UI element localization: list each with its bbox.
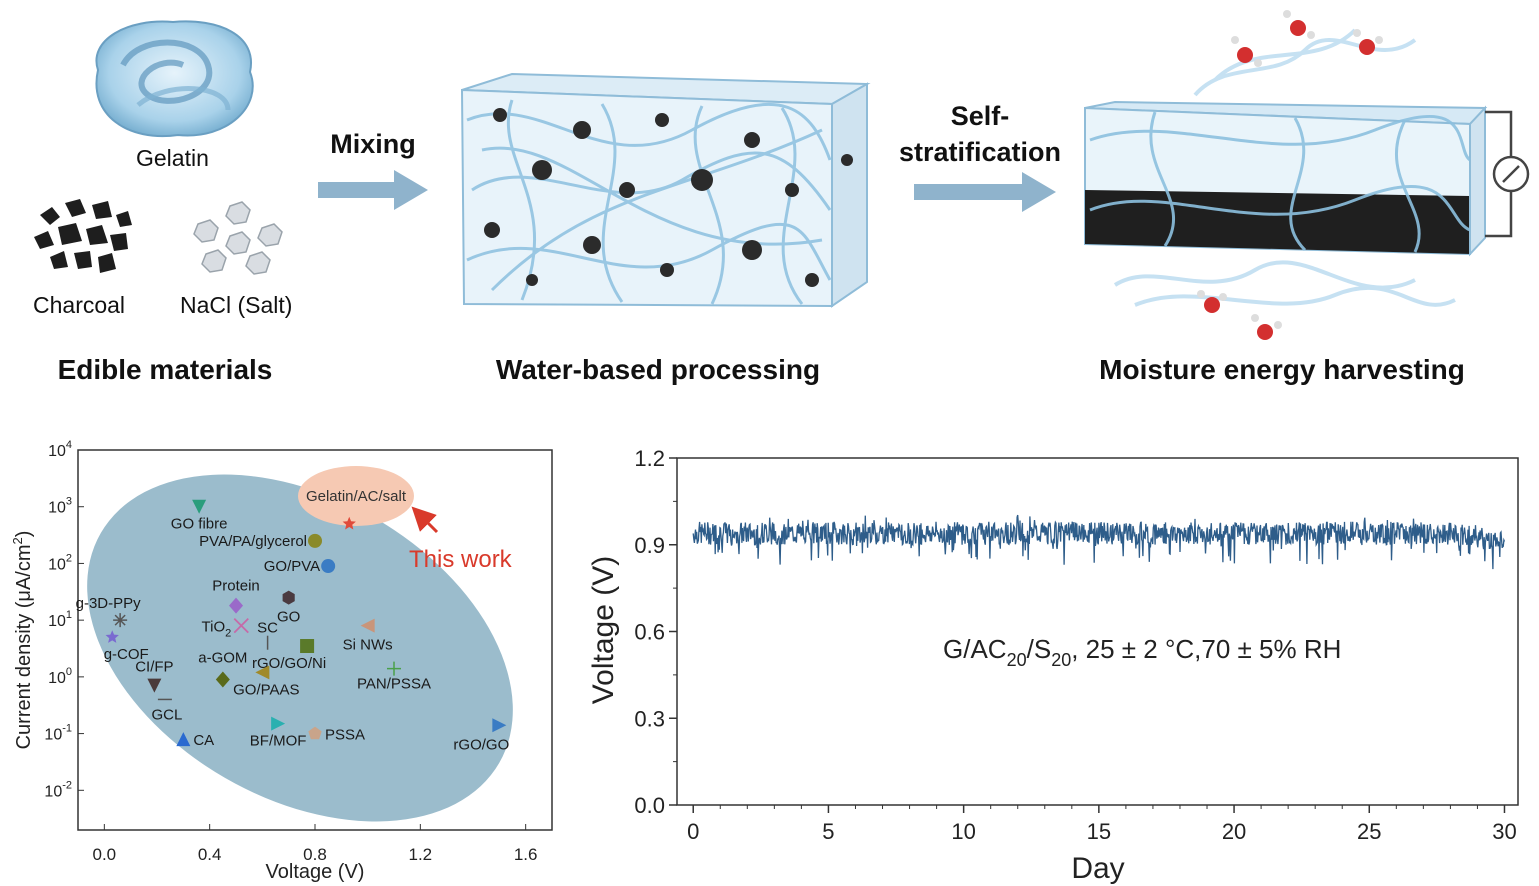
y-tick-label: 10-1 <box>44 723 72 744</box>
stratification-arrow-icon <box>914 172 1056 212</box>
edible-materials-caption: Edible materials <box>57 354 273 385</box>
y-tick-label: 103 <box>48 496 72 517</box>
point-label: rGO/GO <box>453 736 509 753</box>
voltage-stability-line-chart: 0 5 10 15 20 25 30 0.0 0.3 0.6 0.9 1.2 Day Voltage (V… <box>587 446 1519 885</box>
x-tick-label: 20 <box>1222 819 1246 844</box>
mixing-label: Mixing <box>330 129 416 159</box>
line-frame <box>676 457 1519 806</box>
self-stratification-label: Self- stratification <box>880 98 1080 170</box>
x-tick-label: 0 <box>687 819 699 844</box>
point-label: BF/MOF <box>250 733 307 750</box>
point-label: TiO2 <box>202 619 232 640</box>
x-tick-label: 5 <box>822 819 834 844</box>
point-go <box>282 590 295 605</box>
point-label: GO/PAAS <box>233 681 299 698</box>
y-tick-label: 1.2 <box>634 446 665 471</box>
top-illustration: Gelatin Charcoal NaCl (Salt) Edibl <box>0 0 1539 400</box>
x-tick-label: 1.2 <box>409 845 433 864</box>
this-work-highlight <box>298 466 414 526</box>
hydrogel-block-illustration <box>460 72 871 308</box>
x-axis-label: Voltage (V) <box>266 861 365 883</box>
point-ci-fp <box>147 678 162 693</box>
point-label: Si NWs <box>343 637 393 654</box>
point-ca <box>176 732 191 747</box>
point-label: GO <box>277 609 300 626</box>
point-label: GO/PVA <box>264 558 320 575</box>
y-tick-label: 10-2 <box>44 779 72 800</box>
this-work-annotation: This work <box>409 546 513 573</box>
point-label: GCL <box>151 706 182 723</box>
highlight-label: Gelatin/AC/salt <box>306 488 407 505</box>
x-tick-label: 0.4 <box>198 845 222 864</box>
y-tick-label: 0.3 <box>634 706 665 731</box>
charcoal-illustration <box>34 199 132 273</box>
y-tick-label: 100 <box>48 666 72 687</box>
data-region-ellipse <box>87 474 513 822</box>
point-label: PVA/PA/glycerol <box>199 533 307 550</box>
voltage-series-line <box>692 514 1506 570</box>
point-bf-mof <box>271 716 286 731</box>
point-label: SC <box>257 620 278 637</box>
point-pva-pa-glycerol <box>308 533 322 548</box>
x-tick-label: 15 <box>1087 819 1111 844</box>
point-protein <box>229 597 243 614</box>
point-pssa <box>308 726 322 740</box>
this-work-arrow-icon <box>411 506 439 534</box>
y-tick-label: 0.6 <box>634 620 665 645</box>
processing-caption: Water-based processing <box>495 354 821 385</box>
point-go-fibre <box>192 499 207 514</box>
x-tick-label: 30 <box>1492 819 1516 844</box>
point-label: CI/FP <box>135 659 173 676</box>
x-tick-label: 0.8 <box>303 845 327 864</box>
point-label: rGO/GO/Ni <box>252 655 326 672</box>
self-stratification-line2: stratification <box>898 137 1062 167</box>
charcoal-label: Charcoal <box>33 292 126 318</box>
x-tick-label: 0.0 <box>93 845 117 864</box>
gelatin-label: Gelatin <box>136 145 209 171</box>
salt-label: NaCl (Salt) <box>180 292 293 318</box>
point-gelatin-ac-salt <box>342 516 356 530</box>
y-tick-label: 101 <box>48 609 72 630</box>
mixing-arrow-icon <box>318 170 428 210</box>
point-pan-pssa <box>387 661 401 676</box>
point-rgo-go-ni <box>300 639 315 654</box>
water-molecules <box>1197 10 1383 340</box>
point-go-pva <box>321 559 336 574</box>
x-axis-label: Day <box>1071 852 1124 885</box>
gelatin-illustration <box>95 20 254 138</box>
self-stratification-line1: Self- <box>950 101 1010 131</box>
point-rgo-go <box>492 718 507 733</box>
x-tick-label: 25 <box>1357 819 1381 844</box>
y-tick-label: 102 <box>48 552 72 573</box>
point-tio2 <box>233 618 249 634</box>
x-tick-label: 10 <box>951 819 975 844</box>
point-label: a-GOM <box>198 649 247 666</box>
point-a-gom <box>215 671 230 688</box>
y-axis-label: Current density (μA/cm2) <box>10 531 35 750</box>
salt-illustration <box>193 201 283 275</box>
point-g-cof <box>105 630 119 643</box>
harvester-illustration <box>1084 10 1530 340</box>
point-si-nws <box>360 618 375 633</box>
point-label: Protein <box>212 578 260 595</box>
line-annotation: G/AC20/S20, 25 ± 2 °C,70 ± 5% RH <box>943 634 1341 670</box>
current-density-scatter-chart: Gelatin/AC/salt This work 0.0 0.4 0.8 1.2 1.6… <box>10 439 553 883</box>
y-tick-label: 0.9 <box>634 533 665 558</box>
point-go-paas <box>255 665 270 680</box>
point-label: PSSA <box>325 727 365 744</box>
point-label: g-COF <box>104 646 149 663</box>
point-label: PAN/PSSA <box>357 676 431 693</box>
point-label: g-3D-PPy <box>76 595 142 612</box>
harvest-caption: Moisture energy harvesting <box>1099 354 1465 385</box>
point-label: GO fibre <box>171 516 228 533</box>
y-tick-label: 0.0 <box>634 793 665 818</box>
y-tick-label: 104 <box>48 439 72 460</box>
x-tick-label: 1.6 <box>514 845 538 864</box>
point-label: CA <box>193 732 214 749</box>
y-axis-label: Voltage (V) <box>587 556 620 704</box>
point-g-3d-ppy <box>113 613 128 628</box>
